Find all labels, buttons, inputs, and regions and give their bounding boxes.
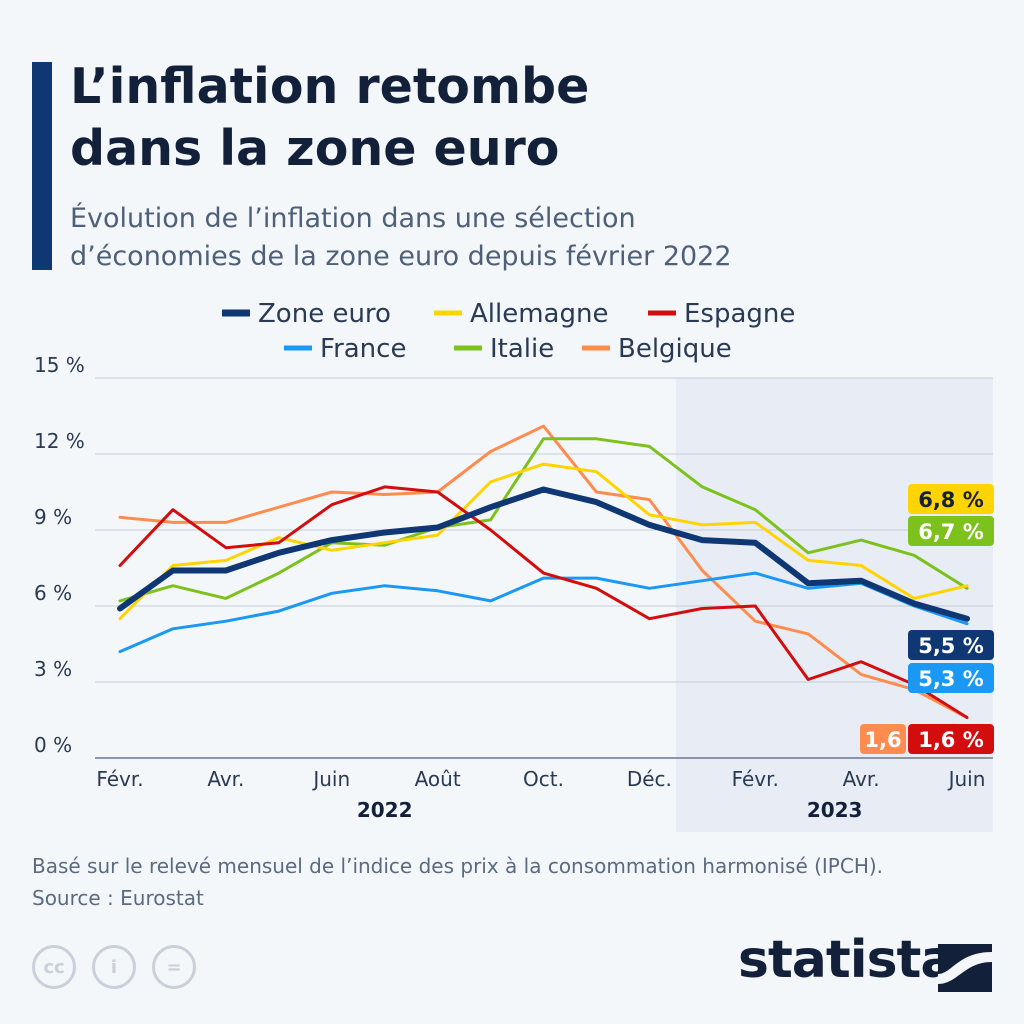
- series-line-italie: [118, 437, 969, 603]
- series-line-france: [118, 571, 969, 654]
- end-value-label: 5,3 %: [918, 667, 984, 691]
- y-tick-label: 6 %: [34, 581, 72, 605]
- end-label-box: [908, 484, 994, 514]
- y-tick-label: 0 %: [34, 733, 72, 757]
- x-tick-label: Déc.: [627, 767, 672, 791]
- x-tick-label: Juin: [947, 767, 986, 791]
- end-label-box: [908, 724, 994, 754]
- statista-logo-mark: [938, 944, 992, 992]
- x-tick-label: Oct.: [523, 767, 564, 791]
- legend-label: France: [320, 334, 406, 364]
- series-line-espagne: [118, 485, 969, 719]
- legend-label: Zone euro: [258, 299, 391, 329]
- x-tick-label: Juin: [311, 767, 350, 791]
- attribution-icon-text: i: [110, 956, 118, 978]
- end-label-box: [908, 630, 994, 660]
- end-value-label: 6,7 %: [918, 520, 984, 544]
- y-tick-label: 3 %: [34, 657, 72, 681]
- title-line-2: dans la zone euro: [70, 120, 560, 177]
- end-label-box: [908, 663, 994, 693]
- page-title: L’inflation retombe dans la zone euro: [70, 56, 589, 180]
- legend-label: Espagne: [684, 299, 795, 329]
- series-line-belgique: [118, 424, 969, 719]
- footnote: Basé sur le relevé mensuel de l’indice d…: [32, 850, 883, 914]
- creative-commons-icon[interactable]: cc: [32, 945, 76, 989]
- year-label: 2022: [357, 798, 413, 822]
- end-value-label: 5,5 %: [918, 634, 984, 658]
- end-label-box: [908, 516, 994, 546]
- note-text: Basé sur le relevé mensuel de l’indice d…: [32, 854, 884, 878]
- source-text: Source : Eurostat: [32, 886, 204, 910]
- year-label: 2023: [807, 798, 863, 822]
- attribution-icon[interactable]: i: [92, 945, 136, 989]
- statista-logo[interactable]: statista: [738, 930, 955, 990]
- y-tick-label: 15 %: [34, 353, 85, 377]
- end-value-label: 1,6 %: [918, 728, 984, 752]
- legend-label: Belgique: [618, 334, 732, 364]
- end-label-box: [860, 724, 906, 754]
- cc-icon-text: cc: [43, 956, 65, 978]
- subtitle-line-2: d’économies de la zone euro depuis févri…: [70, 241, 732, 272]
- no-derivatives-icon[interactable]: =: [152, 945, 196, 989]
- x-tick-label: Févr.: [96, 767, 143, 791]
- y-tick-label: 12 %: [34, 429, 85, 453]
- subtitle: Évolution de l’inflation dans une sélect…: [70, 200, 732, 276]
- x-tick-label: Févr.: [732, 767, 779, 791]
- x-tick-label: Avr.: [843, 767, 880, 791]
- nd-icon-text: =: [166, 956, 182, 978]
- title-line-1: L’inflation retombe: [70, 58, 590, 115]
- legend-label: Allemagne: [470, 299, 608, 329]
- series-line-zone-euro: [117, 486, 970, 622]
- end-value-label: 1,6: [864, 728, 901, 752]
- x-tick-label: Août: [415, 767, 461, 791]
- subtitle-line-1: Évolution de l’inflation dans une sélect…: [70, 203, 636, 234]
- x-tick-label: Avr.: [207, 767, 244, 791]
- y-tick-label: 9 %: [34, 505, 72, 529]
- highlight-2023-region: [675, 378, 993, 832]
- end-value-label: 6,8 %: [918, 488, 984, 512]
- legend-label: Italie: [490, 334, 554, 364]
- title-accent-bar: [32, 62, 52, 270]
